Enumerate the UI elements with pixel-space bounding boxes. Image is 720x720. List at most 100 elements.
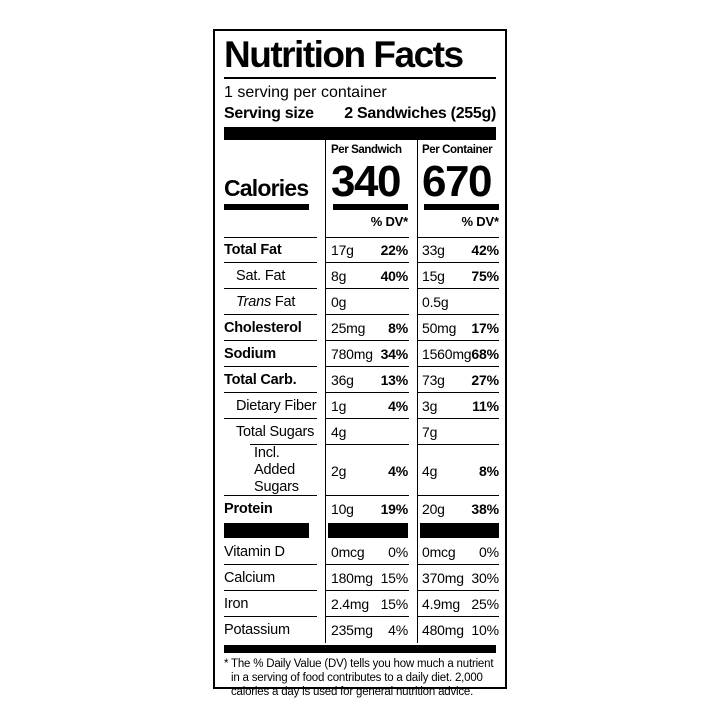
row-total-fat-per-container: 33g 42% bbox=[417, 237, 499, 263]
daily-value: 68% bbox=[471, 346, 499, 362]
row-vitamin-d-per-sandwich: 0mcg 0% bbox=[325, 539, 417, 565]
amount: 780mg bbox=[331, 346, 373, 362]
amount: 1560mg bbox=[422, 346, 472, 362]
amount: 0mcg bbox=[331, 544, 365, 560]
daily-value: 11% bbox=[472, 398, 499, 414]
row-sodium-per-container: 1560mg 68% bbox=[417, 341, 499, 367]
amount: 25mg bbox=[331, 320, 366, 336]
row-added-sugars-name: Incl. Added Sugars bbox=[224, 445, 325, 496]
serving-size-label: Serving size bbox=[224, 105, 314, 122]
row-cholesterol-per-container: 50mg 17% bbox=[417, 315, 499, 341]
daily-value: 22% bbox=[380, 242, 409, 258]
amount: 8g bbox=[331, 268, 347, 284]
row-iron-name: Iron bbox=[224, 591, 325, 617]
amount: 20g bbox=[422, 501, 445, 517]
daily-value: 4% bbox=[388, 398, 408, 414]
row-iron-per-sandwich: 2.4mg 15% bbox=[325, 591, 417, 617]
label-title: Nutrition Facts bbox=[224, 34, 464, 75]
amount: 2.4mg bbox=[331, 596, 369, 612]
amount: 235mg bbox=[331, 622, 373, 638]
trans-italic: Trans bbox=[236, 294, 271, 310]
row-added-sugars-per-container: 4g 8% bbox=[417, 445, 499, 496]
footnote: * The % Daily Value (DV) tells you how m… bbox=[224, 653, 496, 699]
row-dietary-fiber-per-sandwich: 1g 4% bbox=[325, 393, 417, 419]
amount: 0g bbox=[331, 294, 347, 310]
row-potassium-per-container: 480mg 10% bbox=[417, 617, 499, 643]
per-container-header: Per Container bbox=[422, 144, 493, 156]
row-cholesterol-per-sandwich: 25mg 8% bbox=[325, 315, 417, 341]
amount: 3g bbox=[422, 398, 438, 414]
calories-per-sandwich-cell: Per Sandwich 340 % DV* bbox=[325, 140, 417, 237]
amount: 17g bbox=[331, 242, 354, 258]
amount: 370mg bbox=[422, 570, 464, 586]
row-calcium-per-container: 370mg 30% bbox=[417, 565, 499, 591]
row-trans-fat-per-sandwich: 0g bbox=[325, 289, 417, 315]
footnote-asterisk: * bbox=[224, 658, 229, 670]
daily-value: 10% bbox=[471, 622, 499, 638]
amount: 4.9mg bbox=[422, 596, 460, 612]
header-separator-bar bbox=[224, 127, 496, 140]
daily-value: 17% bbox=[471, 320, 499, 336]
daily-value: 25% bbox=[471, 596, 499, 612]
daily-value: 15% bbox=[380, 570, 409, 586]
serving-size-row: Serving size 2 Sandwiches (255g) bbox=[224, 103, 496, 125]
calories-underbar bbox=[333, 204, 408, 210]
daily-value: 0% bbox=[388, 544, 408, 560]
row-calcium-per-sandwich: 180mg 15% bbox=[325, 565, 417, 591]
row-protein-name: Protein bbox=[224, 501, 273, 517]
row-trans-fat-per-container: 0.5g bbox=[417, 289, 499, 315]
row-sodium-name: Sodium bbox=[224, 341, 325, 367]
footnote-text: The % Daily Value (DV) tells you how muc… bbox=[231, 658, 494, 698]
amount: 10g bbox=[331, 501, 354, 517]
row-total-fat-per-sandwich: 17g 22% bbox=[325, 237, 417, 263]
row-total-carb-name: Total Carb. bbox=[224, 367, 325, 393]
daily-value: 8% bbox=[388, 320, 408, 336]
daily-value: 38% bbox=[471, 501, 499, 517]
separator-bar-segment bbox=[328, 523, 408, 538]
row-total-carb-per-sandwich: 36g 13% bbox=[325, 367, 417, 393]
row-protein-per-sandwich: 10g 19% bbox=[325, 496, 417, 522]
separator-bar-segment bbox=[224, 523, 309, 538]
row-vitamin-d-per-container: 0mcg 0% bbox=[417, 539, 499, 565]
daily-value: 15% bbox=[380, 596, 409, 612]
row-trans-fat-name: Trans Fat bbox=[224, 289, 325, 315]
row-sodium-per-sandwich: 780mg 34% bbox=[325, 341, 417, 367]
amount: 4g bbox=[331, 424, 347, 440]
daily-value: 27% bbox=[471, 372, 499, 388]
row-total-sugars-name: Total Sugars bbox=[224, 419, 325, 445]
row-iron-per-container: 4.9mg 25% bbox=[417, 591, 499, 617]
daily-value: 4% bbox=[388, 622, 408, 638]
mid-separator-bar bbox=[417, 522, 499, 539]
amount: 2g bbox=[331, 462, 347, 479]
added-sugars-label: Incl. Added Sugars bbox=[254, 445, 299, 495]
trans-rest: Fat bbox=[274, 294, 296, 310]
amount: 50mg bbox=[422, 320, 457, 336]
calories-per-container-cell: Per Container 670 % DV* bbox=[417, 140, 499, 237]
separator-bar-segment bbox=[420, 523, 499, 538]
row-vitamin-d-name: Vitamin D bbox=[224, 539, 325, 565]
daily-value: 19% bbox=[380, 501, 409, 517]
daily-value: 13% bbox=[380, 372, 409, 388]
spacer bbox=[224, 144, 317, 158]
amount: 4g bbox=[422, 462, 438, 479]
nutrition-table: Calories Per Sandwich 340 % DV* Per Cont… bbox=[224, 140, 499, 643]
row-sat-fat-name: Sat. Fat bbox=[224, 263, 325, 289]
calories-per-sandwich-value: 340 bbox=[331, 157, 401, 206]
daily-value: 4% bbox=[388, 462, 408, 479]
amount: 33g bbox=[422, 242, 445, 258]
amount: 1g bbox=[331, 398, 347, 414]
title-rule bbox=[224, 77, 496, 79]
row-added-sugars-per-sandwich: 2g 4% bbox=[325, 445, 417, 496]
amount: 36g bbox=[331, 372, 354, 388]
calories-underbar bbox=[424, 204, 499, 210]
row-dietary-fiber-per-container: 3g 11% bbox=[417, 393, 499, 419]
daily-value: 34% bbox=[380, 346, 409, 362]
daily-value: 40% bbox=[380, 268, 409, 284]
amount: 480mg bbox=[422, 622, 464, 638]
amount: 0mcg bbox=[422, 544, 456, 560]
daily-value: 30% bbox=[471, 570, 499, 586]
nutrition-facts-label: Nutrition Facts 1 serving per container … bbox=[213, 29, 507, 698]
servings-per-container: 1 serving per container bbox=[224, 84, 387, 101]
row-protein-per-container: 20g 38% bbox=[417, 496, 499, 522]
